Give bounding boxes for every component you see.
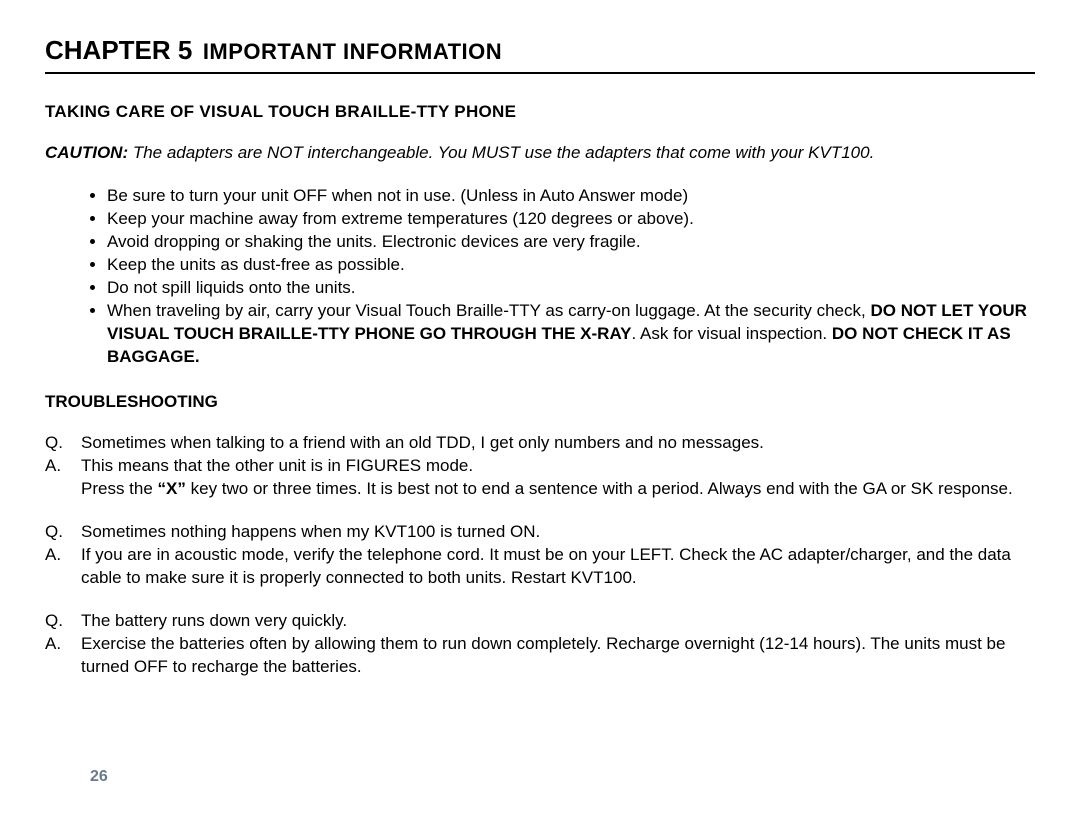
list-item: Keep the units as dust-free as possible. xyxy=(107,254,1035,277)
q-text: Sometimes when talking to a friend with … xyxy=(81,432,1035,455)
answer-row: A. Exercise the batteries often by allow… xyxy=(45,633,1035,679)
list-item: When traveling by air, carry your Visual… xyxy=(107,300,1035,369)
list-item-text: When traveling by air, carry your Visual… xyxy=(107,301,870,320)
chapter-title: IMPORTANT INFORMATION xyxy=(203,39,502,64)
a-prefix: A. xyxy=(45,455,81,501)
answer-row: A. If you are in acoustic mode, verify t… xyxy=(45,544,1035,590)
caution-paragraph: CAUTION: The adapters are NOT interchang… xyxy=(45,142,1035,165)
question-row: Q. Sometimes nothing happens when my KVT… xyxy=(45,521,1035,544)
a-text-line1: This means that the other unit is in FIG… xyxy=(81,456,473,475)
answer-row: A. This means that the other unit is in … xyxy=(45,455,1035,501)
list-item: Keep your machine away from extreme temp… xyxy=(107,208,1035,231)
chapter-header: CHAPTER 5 IMPORTANT INFORMATION xyxy=(45,35,1035,74)
caution-label: CAUTION: xyxy=(45,143,128,162)
qa-block-1: Q. Sometimes when talking to a friend wi… xyxy=(45,432,1035,501)
q-prefix: Q. xyxy=(45,432,81,455)
a-text: This means that the other unit is in FIG… xyxy=(81,455,1035,501)
qa-block-2: Q. Sometimes nothing happens when my KVT… xyxy=(45,521,1035,590)
a-prefix: A. xyxy=(45,633,81,679)
qa-block-3: Q. The battery runs down very quickly. A… xyxy=(45,610,1035,679)
a-text: Exercise the batteries often by allowing… xyxy=(81,633,1035,679)
list-item: Do not spill liquids onto the units. xyxy=(107,277,1035,300)
q-prefix: Q. xyxy=(45,610,81,633)
a-text: If you are in acoustic mode, verify the … xyxy=(81,544,1035,590)
list-item-text: . Ask for visual inspection. xyxy=(632,324,832,343)
chapter-number: CHAPTER 5 xyxy=(45,35,192,65)
list-item: Avoid dropping or shaking the units. Ele… xyxy=(107,231,1035,254)
page-number: 26 xyxy=(90,768,108,786)
q-text: The battery runs down very quickly. xyxy=(81,610,1035,633)
bold-key-x: “X” xyxy=(158,479,186,498)
caution-text: The adapters are NOT interchangeable. Yo… xyxy=(128,143,874,162)
question-row: Q. Sometimes when talking to a friend wi… xyxy=(45,432,1035,455)
a-prefix: A. xyxy=(45,544,81,590)
section-heading-care: TAKING CARE OF VISUAL TOUCH BRAILLE-TTY … xyxy=(45,102,1035,122)
care-bullet-list: Be sure to turn your unit OFF when not i… xyxy=(45,185,1035,369)
list-item: Be sure to turn your unit OFF when not i… xyxy=(107,185,1035,208)
a-text-line2-post: key two or three times. It is best not t… xyxy=(186,479,1013,498)
section-heading-troubleshooting: TROUBLESHOOTING xyxy=(45,392,1035,412)
q-text: Sometimes nothing happens when my KVT100… xyxy=(81,521,1035,544)
a-text-line2-pre: Press the xyxy=(81,479,158,498)
q-prefix: Q. xyxy=(45,521,81,544)
question-row: Q. The battery runs down very quickly. xyxy=(45,610,1035,633)
